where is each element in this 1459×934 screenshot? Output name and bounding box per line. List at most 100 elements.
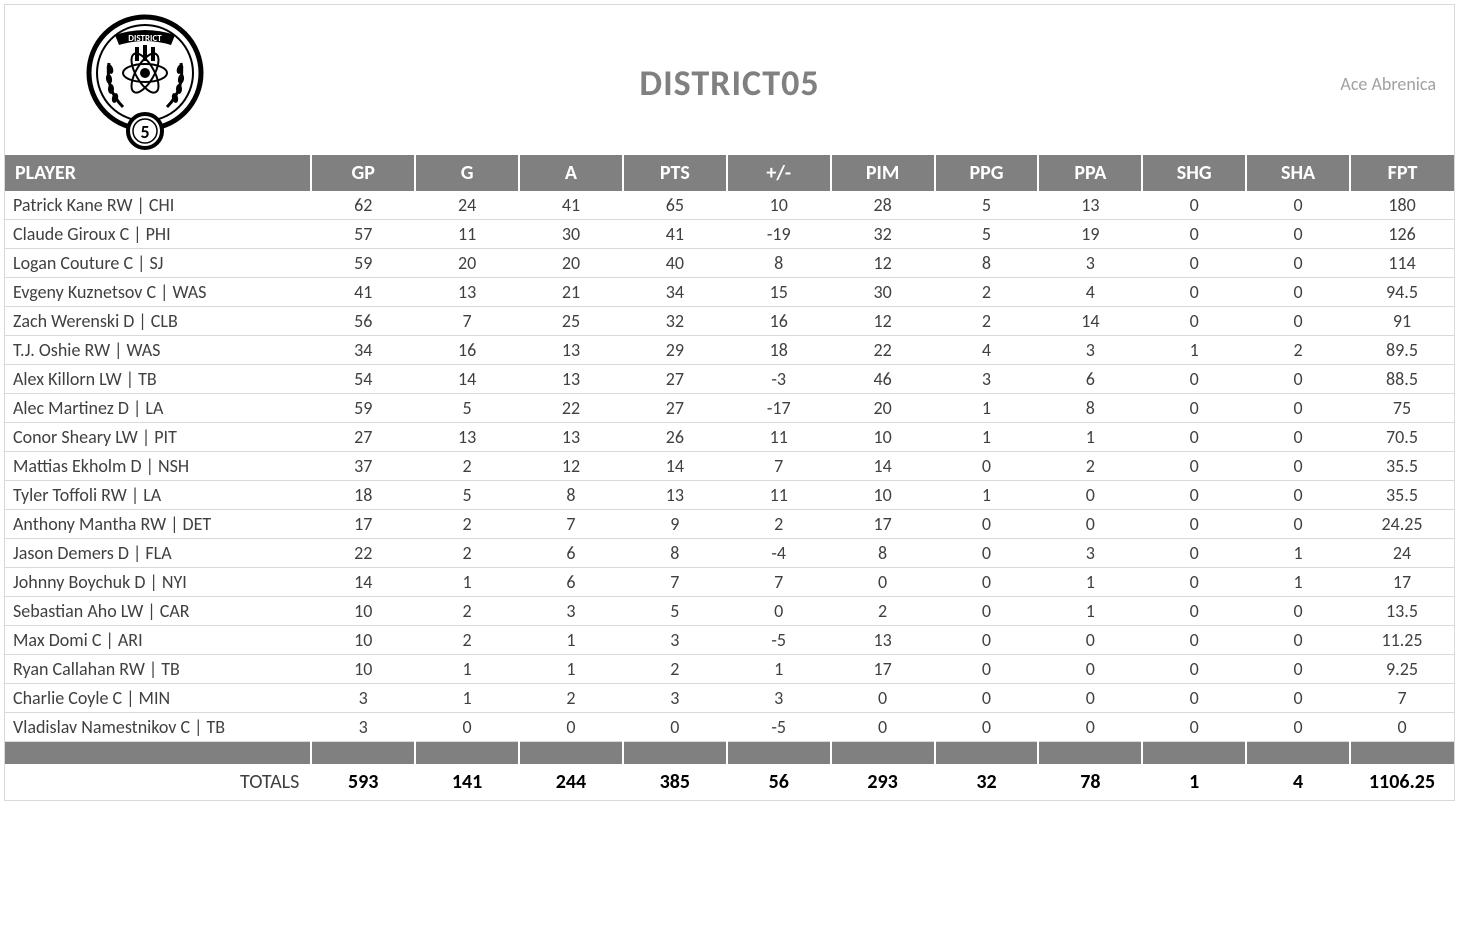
stat-cell-ppa: 13 [1038, 191, 1142, 220]
stat-cell-ppa: 1 [1038, 423, 1142, 452]
table-row: Alec Martinez D | LA5952227-1720180075 [5, 394, 1454, 423]
col-pm[interactable]: +/- [727, 155, 831, 191]
col-shg[interactable]: SHG [1142, 155, 1246, 191]
stat-cell-sha: 0 [1246, 655, 1350, 684]
stat-cell-shg: 0 [1142, 452, 1246, 481]
col-pts[interactable]: PTS [623, 155, 727, 191]
col-ppg[interactable]: PPG [935, 155, 1039, 191]
table-header: PLAYER GP G A PTS +/- PIM PPG PPA SHG SH… [5, 155, 1454, 191]
stat-cell-sha: 0 [1246, 713, 1350, 742]
stat-cell-shg: 0 [1142, 365, 1246, 394]
stat-cell-ppa: 8 [1038, 394, 1142, 423]
col-fpt[interactable]: FPT [1350, 155, 1454, 191]
stat-cell-gp: 59 [311, 249, 415, 278]
stat-cell-gp: 3 [311, 684, 415, 713]
table-row: T.J. Oshie RW | WAS341613291822431289.5 [5, 336, 1454, 365]
stat-cell-pts: 9 [623, 510, 727, 539]
col-sha[interactable]: SHA [1246, 155, 1350, 191]
stat-cell-sha: 0 [1246, 191, 1350, 220]
stat-cell-gp: 10 [311, 597, 415, 626]
stat-cell-pts: 27 [623, 394, 727, 423]
stat-cell-pm: -4 [727, 539, 831, 568]
stat-cell-pim: 30 [831, 278, 935, 307]
stat-cell-a: 0 [519, 713, 623, 742]
stat-cell-shg: 1 [1142, 336, 1246, 365]
stat-cell-a: 2 [519, 684, 623, 713]
totals-sha: 4 [1246, 764, 1350, 800]
stat-cell-fpt: 91 [1350, 307, 1454, 336]
table-row: Max Domi C | ARI10213-513000011.25 [5, 626, 1454, 655]
header: DISTRICT [5, 5, 1454, 155]
stat-cell-pim: 12 [831, 307, 935, 336]
stat-cell-pm: 15 [727, 278, 831, 307]
stat-cell-gp: 10 [311, 626, 415, 655]
player-cell: Ryan Callahan RW | TB [5, 655, 311, 684]
stats-container: DISTRICT [4, 4, 1455, 801]
stat-cell-fpt: 11.25 [1350, 626, 1454, 655]
table-row: Patrick Kane RW | CHI6224416510285130018… [5, 191, 1454, 220]
stat-cell-gp: 37 [311, 452, 415, 481]
stat-cell-sha: 0 [1246, 481, 1350, 510]
stat-cell-pim: 17 [831, 510, 935, 539]
stat-cell-fpt: 70.5 [1350, 423, 1454, 452]
table-row: Ryan Callahan RW | TB1011211700009.25 [5, 655, 1454, 684]
stat-cell-gp: 22 [311, 539, 415, 568]
stat-cell-ppg: 0 [935, 597, 1039, 626]
stat-cell-g: 5 [415, 394, 519, 423]
stat-cell-ppg: 0 [935, 568, 1039, 597]
stat-cell-gp: 18 [311, 481, 415, 510]
stat-cell-pm: 0 [727, 597, 831, 626]
stat-cell-pim: 14 [831, 452, 935, 481]
player-cell: Sebastian Aho LW | CAR [5, 597, 311, 626]
player-cell: Alec Martinez D | LA [5, 394, 311, 423]
stat-cell-ppg: 5 [935, 191, 1039, 220]
stat-cell-sha: 1 [1246, 539, 1350, 568]
stat-cell-ppg: 3 [935, 365, 1039, 394]
stat-cell-pim: 2 [831, 597, 935, 626]
col-g[interactable]: G [415, 155, 519, 191]
totals-ppa: 78 [1038, 764, 1142, 800]
stat-cell-gp: 62 [311, 191, 415, 220]
stat-cell-pts: 26 [623, 423, 727, 452]
col-a[interactable]: A [519, 155, 623, 191]
totals-shg: 1 [1142, 764, 1246, 800]
stat-cell-pim: 46 [831, 365, 935, 394]
stat-cell-g: 7 [415, 307, 519, 336]
stat-cell-gp: 17 [311, 510, 415, 539]
stat-cell-shg: 0 [1142, 307, 1246, 336]
stat-cell-a: 20 [519, 249, 623, 278]
stat-cell-g: 13 [415, 278, 519, 307]
stat-cell-sha: 0 [1246, 452, 1350, 481]
stat-cell-ppg: 0 [935, 713, 1039, 742]
stat-cell-g: 1 [415, 684, 519, 713]
stat-cell-shg: 0 [1142, 394, 1246, 423]
stat-cell-ppg: 4 [935, 336, 1039, 365]
stat-cell-pim: 13 [831, 626, 935, 655]
spacer-cell [1246, 742, 1350, 764]
spacer-cell [5, 742, 311, 764]
stat-cell-pts: 8 [623, 539, 727, 568]
stat-cell-gp: 56 [311, 307, 415, 336]
stat-cell-fpt: 89.5 [1350, 336, 1454, 365]
stat-cell-ppa: 0 [1038, 626, 1142, 655]
stat-cell-fpt: 35.5 [1350, 452, 1454, 481]
stat-cell-ppg: 5 [935, 220, 1039, 249]
stat-cell-a: 1 [519, 655, 623, 684]
stat-cell-sha: 0 [1246, 249, 1350, 278]
col-gp[interactable]: GP [311, 155, 415, 191]
stats-table: PLAYER GP G A PTS +/- PIM PPG PPA SHG SH… [5, 155, 1454, 800]
stat-cell-shg: 0 [1142, 655, 1246, 684]
col-player[interactable]: PLAYER [5, 155, 311, 191]
col-pim[interactable]: PIM [831, 155, 935, 191]
table-row: Tyler Toffoli RW | LA1858131110100035.5 [5, 481, 1454, 510]
stat-cell-fpt: 126 [1350, 220, 1454, 249]
stat-cell-ppa: 14 [1038, 307, 1142, 336]
stat-cell-pm: 3 [727, 684, 831, 713]
stat-cell-g: 2 [415, 539, 519, 568]
stat-cell-gp: 34 [311, 336, 415, 365]
table-row: Evgeny Kuznetsov C | WAS4113213415302400… [5, 278, 1454, 307]
stat-cell-shg: 0 [1142, 626, 1246, 655]
col-ppa[interactable]: PPA [1038, 155, 1142, 191]
stat-cell-gp: 27 [311, 423, 415, 452]
stat-cell-pm: 11 [727, 481, 831, 510]
